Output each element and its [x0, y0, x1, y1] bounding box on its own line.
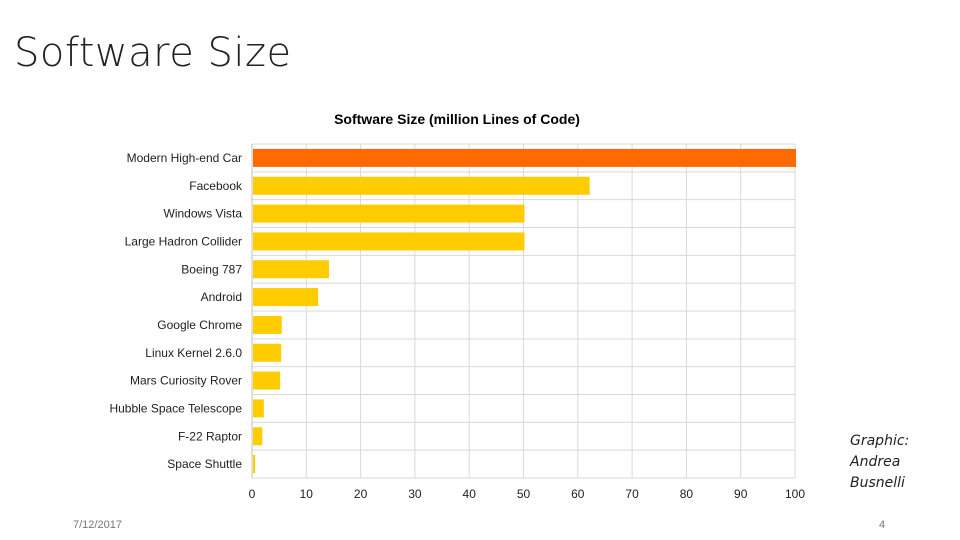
bar — [253, 288, 319, 307]
bar — [253, 232, 525, 251]
x-tick-label: 100 — [785, 487, 805, 501]
bar — [253, 260, 330, 279]
bar — [253, 371, 281, 390]
bar — [253, 176, 590, 195]
category-label: Modern High-end Car — [127, 151, 242, 165]
x-tick-label: 50 — [517, 487, 531, 501]
x-tick-label: 40 — [463, 487, 477, 501]
x-tick-label: 10 — [300, 487, 314, 501]
footer-date: 7/12/2017 — [73, 519, 122, 531]
credit-line: Graphic: — [850, 433, 910, 449]
category-label: Windows Vista — [164, 207, 243, 221]
category-label: Linux Kernel 2.6.0 — [145, 346, 242, 360]
bar — [253, 148, 796, 167]
bar — [253, 455, 256, 474]
credit-line: Busnelli — [850, 475, 905, 491]
x-tick-label: 30 — [408, 487, 422, 501]
category-label: Google Chrome — [157, 318, 242, 332]
category-label: Mars Curiosity Rover — [130, 374, 242, 388]
category-label: Space Shuttle — [167, 457, 242, 471]
bar — [253, 315, 282, 334]
category-label: Large Hadron Collider — [125, 234, 242, 248]
credit-line: Andrea — [850, 454, 901, 470]
chart-title: Software Size (million Lines of Code) — [334, 111, 580, 127]
category-labels: Modern High-end Car Facebook Windows Vista… — [109, 151, 243, 471]
bar — [253, 399, 264, 418]
x-tick-label: 80 — [680, 487, 694, 501]
bar — [253, 427, 263, 446]
x-tick-label: 70 — [625, 487, 639, 501]
chart-bars — [253, 148, 796, 474]
page-number: 4 — [879, 519, 886, 531]
chart-gridlines — [251, 143, 796, 479]
bar — [253, 343, 282, 362]
category-label: Facebook — [189, 179, 243, 193]
graphic-credit: Graphic: Andrea Busnelli — [850, 431, 909, 494]
category-label: F-22 Raptor — [178, 429, 242, 443]
category-label: Hubble Space Telescope — [109, 401, 242, 415]
x-tick-label: 0 — [249, 487, 256, 501]
bar — [253, 204, 525, 223]
x-tick-label: 60 — [571, 487, 585, 501]
x-axis-ticks: 0 10 20 30 40 50 60 70 80 90 100 — [249, 487, 806, 501]
x-tick-label: 20 — [354, 487, 368, 501]
category-label: Android — [201, 290, 242, 304]
x-tick-label: 90 — [734, 487, 748, 501]
slide-title: Software Size — [14, 30, 292, 76]
category-label: Boeing 787 — [181, 262, 242, 276]
